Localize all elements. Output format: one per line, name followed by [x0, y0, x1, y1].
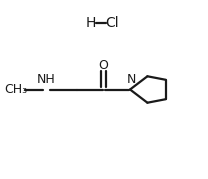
Text: O: O — [99, 59, 108, 72]
Text: H: H — [86, 16, 97, 30]
Text: NH: NH — [37, 73, 56, 86]
Text: Cl: Cl — [105, 16, 119, 30]
Text: N: N — [126, 73, 136, 86]
Text: CH₃: CH₃ — [4, 83, 27, 96]
